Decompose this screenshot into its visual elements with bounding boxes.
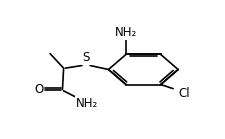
Text: NH₂: NH₂ <box>114 26 136 39</box>
Text: Cl: Cl <box>178 87 189 100</box>
Text: NH₂: NH₂ <box>76 97 98 110</box>
Text: O: O <box>34 83 43 95</box>
Text: S: S <box>82 51 89 64</box>
